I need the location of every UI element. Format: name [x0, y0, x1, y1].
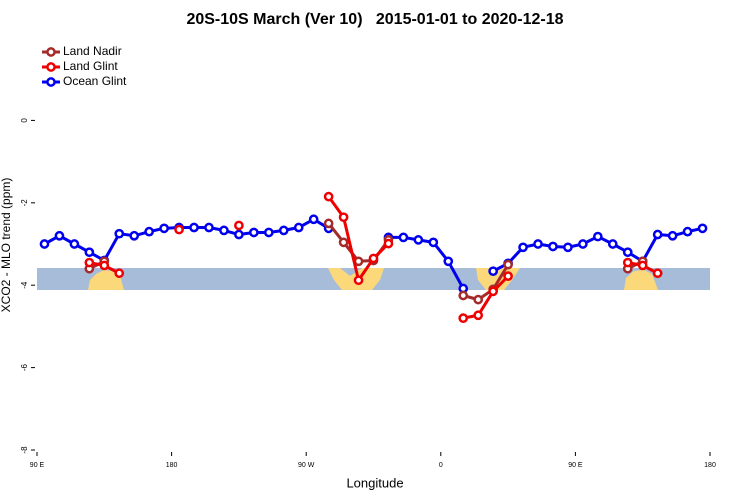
legend-marker [46, 77, 56, 87]
data-point [533, 239, 543, 249]
data-point [204, 222, 214, 233]
data-point [368, 253, 379, 264]
data-point [503, 271, 513, 281]
data-point [54, 230, 65, 241]
data-point [488, 266, 498, 277]
data-point [234, 220, 244, 231]
data-point [682, 226, 693, 237]
data-point [443, 256, 454, 267]
x-tick-label: 90 E [30, 462, 45, 469]
legend-label: Ocean Glint [63, 74, 127, 88]
data-point [697, 223, 708, 234]
data-point [607, 239, 618, 249]
land-australia-2 [624, 270, 658, 290]
data-point [84, 247, 95, 258]
data-point [323, 218, 334, 229]
data-point [563, 242, 573, 253]
legend-marker [46, 62, 56, 72]
data-point [234, 229, 244, 240]
data-point [293, 222, 304, 233]
data-point [458, 290, 469, 301]
x-tick-label: 180 [704, 462, 716, 469]
data-point [129, 230, 140, 241]
data-point [518, 242, 528, 253]
data-point [174, 224, 184, 235]
data-point [473, 294, 484, 305]
data-point [503, 259, 513, 270]
y-tick-label: -2 [20, 199, 29, 207]
data-point [413, 235, 424, 245]
data-point [278, 225, 289, 236]
data-point [84, 257, 95, 268]
map-strip [37, 268, 710, 290]
data-point [323, 191, 334, 202]
data-point [263, 227, 274, 238]
data-point [114, 268, 125, 279]
data-point [652, 268, 663, 279]
data-point [144, 226, 155, 237]
x-tick-label: 90 E [568, 462, 583, 469]
data-point [473, 310, 484, 321]
data-point [622, 247, 633, 258]
data-point [308, 214, 319, 225]
legend-marker [46, 47, 56, 57]
x-axis-label: Longitude [346, 475, 403, 490]
y-tick-label: -8 [20, 446, 29, 454]
y-tick-label: -4 [20, 281, 29, 289]
data-point [338, 237, 349, 248]
data-point [353, 275, 364, 286]
y-axis-label: XCO2 - MLO trend (ppm) [0, 178, 13, 313]
x-tick-label: 180 [166, 462, 178, 469]
data-point [548, 241, 558, 252]
data-point [428, 237, 439, 248]
data-point [99, 260, 110, 271]
legend-label: Land Glint [63, 59, 118, 73]
x-tick-label: 90 W [298, 462, 315, 469]
data-point [622, 257, 633, 268]
data-point [39, 239, 50, 249]
x-tick-label: 0 [439, 462, 443, 469]
data-point [652, 229, 663, 240]
data-point [458, 313, 469, 324]
legend-label: Land Nadir [63, 44, 122, 58]
data-point [159, 223, 169, 234]
data-point [488, 286, 498, 297]
y-tick-label: -6 [20, 363, 29, 371]
data-point [219, 225, 229, 236]
data-point [189, 222, 199, 233]
data-point [637, 260, 648, 271]
data-point [383, 238, 394, 249]
chart-title: 20S-10S March (Ver 10) 2015-01-01 to 202… [186, 11, 563, 28]
data-point [592, 231, 603, 242]
data-point [667, 230, 678, 241]
data-point [338, 212, 349, 223]
data-point [69, 239, 80, 249]
data-point [578, 239, 588, 249]
y-tick-label: 0 [20, 118, 29, 123]
data-point [249, 227, 259, 238]
data-point [114, 228, 125, 239]
data-point [398, 232, 409, 243]
